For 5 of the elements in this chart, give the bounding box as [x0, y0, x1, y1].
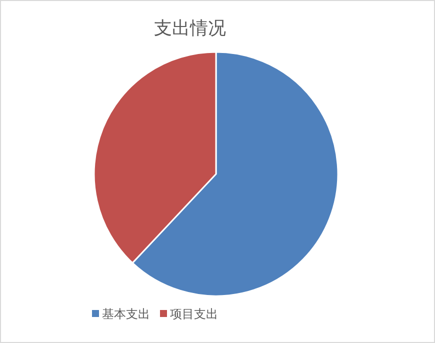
chart-title: 支出情况: [154, 18, 226, 39]
legend-label: 基本支出: [102, 307, 150, 321]
pie-slice: [93, 51, 217, 264]
pie-slice: [132, 51, 339, 297]
legend-label: 项目支出: [170, 307, 218, 321]
